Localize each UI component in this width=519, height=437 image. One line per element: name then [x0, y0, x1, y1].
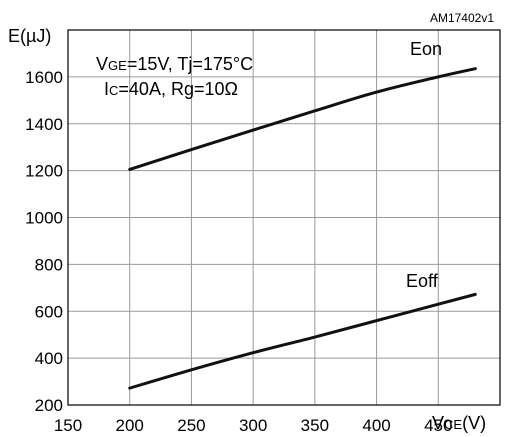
x-tick-label: 250 [177, 416, 205, 435]
x-tick-label: 400 [362, 416, 390, 435]
x-axis-label: VCE(V) [432, 413, 486, 433]
series-label-eoff: Eoff [406, 271, 439, 291]
y-tick-label: 200 [35, 396, 63, 415]
x-tick-label: 350 [301, 416, 329, 435]
tick-labels: 150 200 250 300 350 400 4502004006008001000120… [25, 68, 452, 435]
series-label-eon: Eon [410, 39, 442, 59]
x-tick-label: 200 [116, 416, 144, 435]
y-tick-label: 600 [35, 302, 63, 321]
figure-id: AM17402v1 [430, 11, 494, 25]
series-layer [128, 67, 477, 390]
grid-lines [68, 30, 500, 405]
plot-frame [67, 29, 501, 406]
x-tick-label: 300 [239, 416, 267, 435]
x-tick-label: 450 [424, 416, 452, 435]
series-line-eon [128, 67, 477, 171]
y-tick-label: 400 [35, 349, 63, 368]
series-line-eoff [128, 292, 477, 390]
conditions-line-2: IC=40A, Rg=10Ω [104, 79, 238, 99]
y-tick-label: 800 [35, 255, 63, 274]
y-tick-label: 1000 [25, 209, 63, 228]
x-tick-label: 150 [54, 416, 82, 435]
y-tick-label: 1600 [25, 68, 63, 87]
conditions-line-1: VGE=15V, Tj=175°C [96, 54, 253, 74]
y-axis-label: E(µJ) [8, 26, 51, 46]
y-tick-label: 1400 [25, 115, 63, 134]
y-tick-label: 1200 [25, 162, 63, 181]
